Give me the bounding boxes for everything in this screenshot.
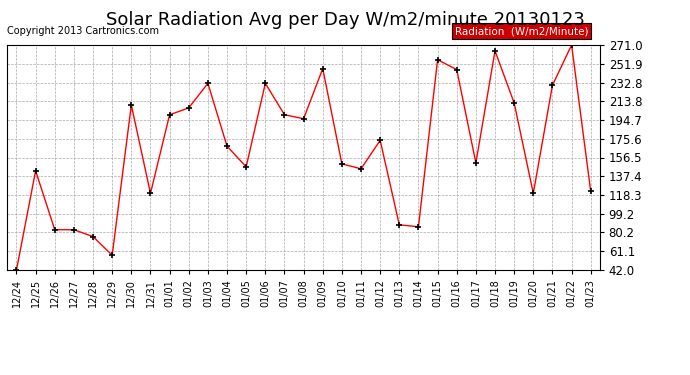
Text: Copyright 2013 Cartronics.com: Copyright 2013 Cartronics.com — [7, 26, 159, 36]
Text: Solar Radiation Avg per Day W/m2/minute 20130123: Solar Radiation Avg per Day W/m2/minute … — [106, 11, 584, 29]
Text: Radiation  (W/m2/Minute): Radiation (W/m2/Minute) — [455, 26, 589, 36]
